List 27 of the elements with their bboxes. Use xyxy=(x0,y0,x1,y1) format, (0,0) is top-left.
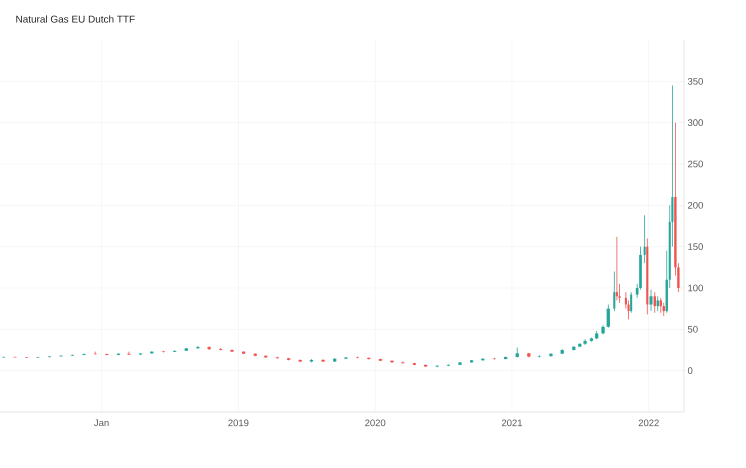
x-tick-label: 2021 xyxy=(502,420,522,426)
candlestick xyxy=(650,289,653,312)
y-tick-label: 200 xyxy=(688,202,703,209)
x-tick-label: Jan xyxy=(94,420,109,426)
y-tick-label: 250 xyxy=(688,160,703,168)
candlestick xyxy=(644,214,646,264)
x-tick-label: 2020 xyxy=(365,420,386,426)
y-tick-label: 50 xyxy=(688,326,698,333)
y-tick-label: 0 xyxy=(688,367,692,374)
candlestick xyxy=(613,271,616,312)
candlestick xyxy=(660,298,662,314)
candlestick xyxy=(654,292,656,314)
x-tick-label: 2019 xyxy=(228,420,248,426)
candlestick xyxy=(630,292,632,314)
candlestick xyxy=(516,347,519,358)
y-tick-label: 150 xyxy=(688,243,703,250)
candlestick xyxy=(616,236,618,301)
x-tick-label: 2022 xyxy=(638,420,659,426)
candlestick xyxy=(601,324,605,335)
chart-title: Natural Gas EU Dutch TTF xyxy=(16,15,135,23)
y-tick-label: 350 xyxy=(688,78,703,85)
candlestick xyxy=(606,304,610,328)
candlestick xyxy=(662,302,665,316)
y-tick-label: 300 xyxy=(688,119,703,126)
y-tick-label: 100 xyxy=(688,284,703,292)
candlestick xyxy=(656,296,659,312)
candlestick xyxy=(127,351,131,356)
